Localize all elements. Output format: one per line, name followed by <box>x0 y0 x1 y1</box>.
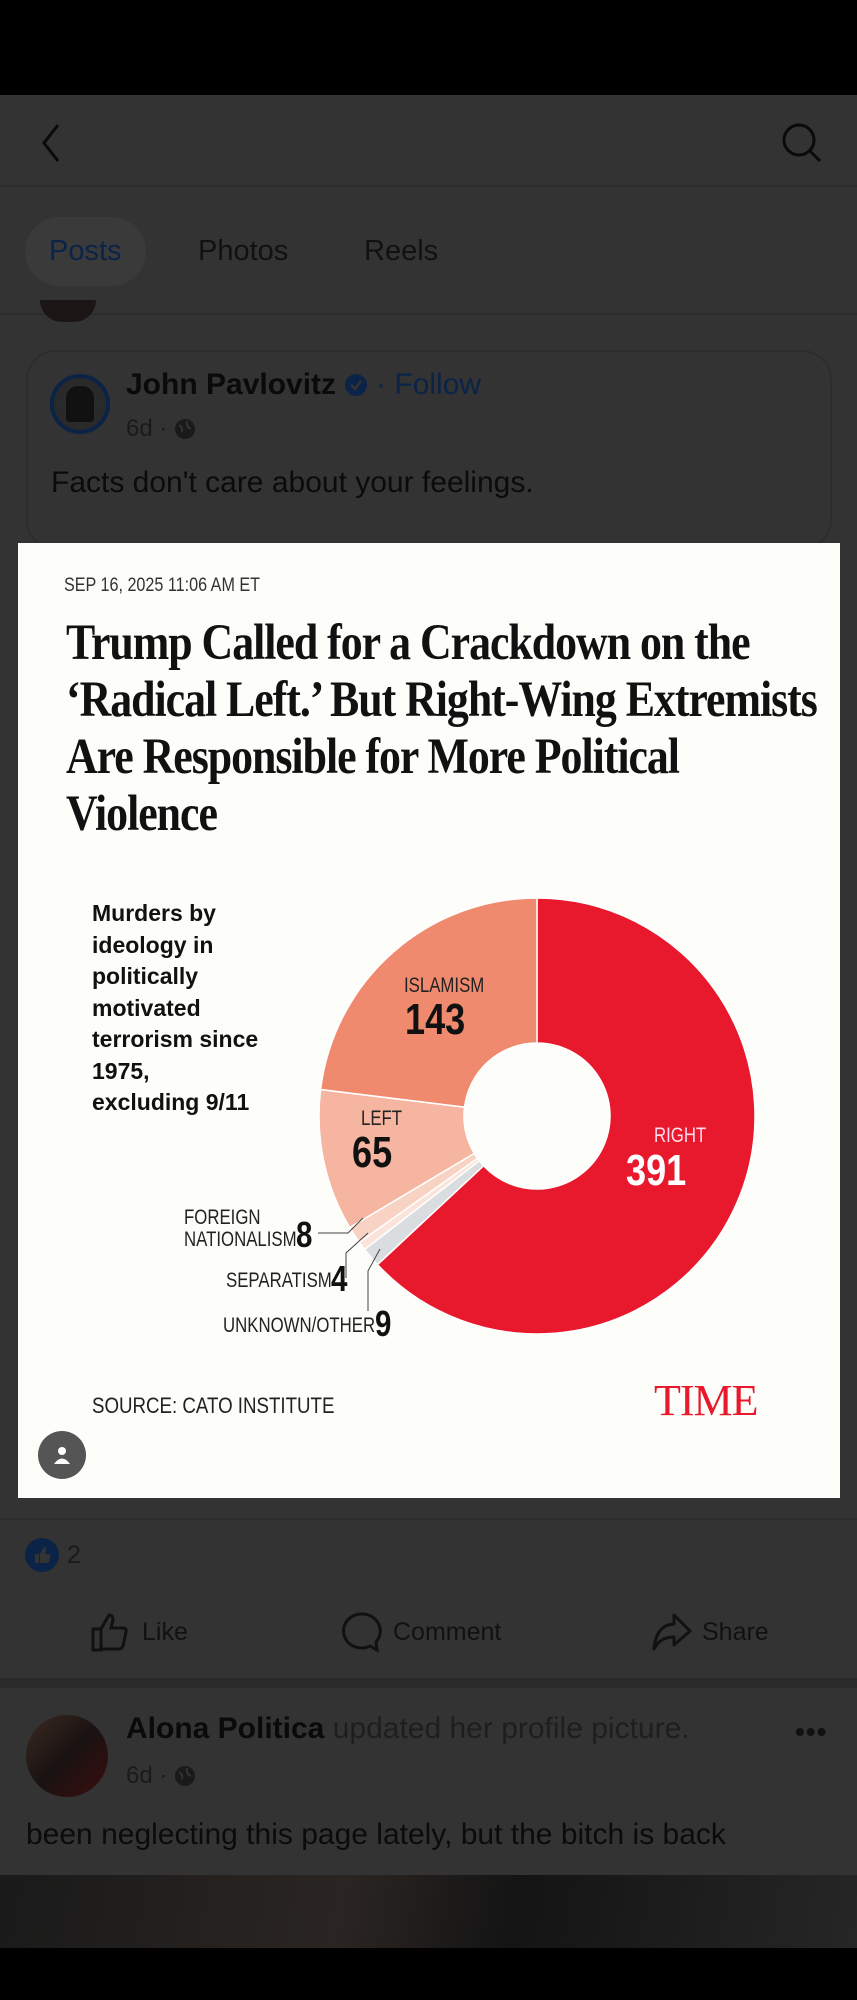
slice-left <box>318 1088 476 1229</box>
post-text: Facts don't care about your feelings. <box>51 466 534 499</box>
label-unknown: UNKNOWN/OTHER <box>223 1314 376 1337</box>
post-separator <box>0 1678 857 1688</box>
value-separatism: 4 <box>331 1258 348 1299</box>
value-unknown: 9 <box>375 1303 392 1344</box>
profile-photo[interactable] <box>0 1875 857 1948</box>
slice-right <box>376 897 756 1335</box>
chevron-left-icon[interactable] <box>36 123 66 163</box>
share-button[interactable]: Share <box>650 1611 769 1653</box>
search-icon[interactable] <box>780 121 824 165</box>
comment-icon <box>342 1612 382 1653</box>
post-time-2: 6d · <box>126 1762 168 1789</box>
follow-button[interactable]: · Follow <box>376 368 482 401</box>
leader-line <box>345 1232 369 1278</box>
dateline: SEP 16, 2025 11:06 AM ET <box>64 575 261 596</box>
avatar-partial <box>40 300 96 322</box>
avatar-alona[interactable] <box>26 1715 108 1797</box>
post-image[interactable]: SEP 16, 2025 11:06 AM ET Trump Called fo… <box>18 543 840 1498</box>
author-name-2[interactable]: Alona Politica <box>126 1712 325 1745</box>
chart-title: Murders by ideology in politically motiv… <box>92 900 259 1115</box>
share-icon <box>652 1613 692 1651</box>
label-foreign-2: NATIONALISM <box>184 1228 297 1251</box>
label-right: RIGHT <box>654 1124 707 1147</box>
divider <box>0 1518 857 1520</box>
verified-badge-icon <box>345 374 368 396</box>
value-foreign: 8 <box>296 1214 313 1255</box>
value-left: 65 <box>352 1128 393 1177</box>
tag-user-icon[interactable] <box>38 1431 86 1479</box>
slice-islamism <box>319 897 538 1108</box>
avatar[interactable] <box>50 374 110 434</box>
top-bar <box>0 95 857 187</box>
more-options-icon[interactable]: ••• <box>795 1716 828 1747</box>
like-button[interactable]: Like <box>90 1611 188 1653</box>
label-left: LEFT <box>361 1107 403 1130</box>
like-reaction-icon <box>25 1538 59 1572</box>
label-separatism: SEPARATISM <box>226 1269 332 1292</box>
tab-posts[interactable]: Posts <box>25 217 146 286</box>
thumbs-up-icon <box>91 1613 128 1652</box>
globe-icon <box>175 419 196 439</box>
headline: Trump Called for a Crackdown on the ‘Rad… <box>66 615 818 842</box>
like-label: Like <box>142 1617 188 1646</box>
reaction-count[interactable]: 2 <box>67 1540 81 1569</box>
source-note: SOURCE: CATO INSTITUTE <box>92 1393 335 1418</box>
leader-line <box>318 1217 364 1234</box>
post-text-2: been neglecting this page lately, but th… <box>26 1818 726 1851</box>
profile-tabs: Posts Photos Reels <box>0 189 857 315</box>
tab-photos[interactable]: Photos <box>198 235 289 267</box>
post-time: 6d · <box>126 415 168 442</box>
share-label: Share <box>702 1617 769 1646</box>
value-islamism: 143 <box>405 995 466 1044</box>
value-right: 391 <box>626 1146 687 1195</box>
donut-chart <box>318 897 756 1335</box>
post-action-text: updated her profile picture. <box>332 1712 690 1745</box>
time-logo: TIME <box>654 1376 759 1425</box>
label-islamism: ISLAMISM <box>404 974 485 997</box>
label-foreign-1: FOREIGN <box>184 1206 261 1229</box>
comment-button[interactable]: Comment <box>341 1611 501 1653</box>
comment-label: Comment <box>393 1617 502 1646</box>
leader-line <box>367 1248 381 1311</box>
tab-reels[interactable]: Reels <box>364 235 439 267</box>
globe-icon <box>175 1766 196 1786</box>
author-name[interactable]: John Pavlovitz <box>126 368 337 401</box>
